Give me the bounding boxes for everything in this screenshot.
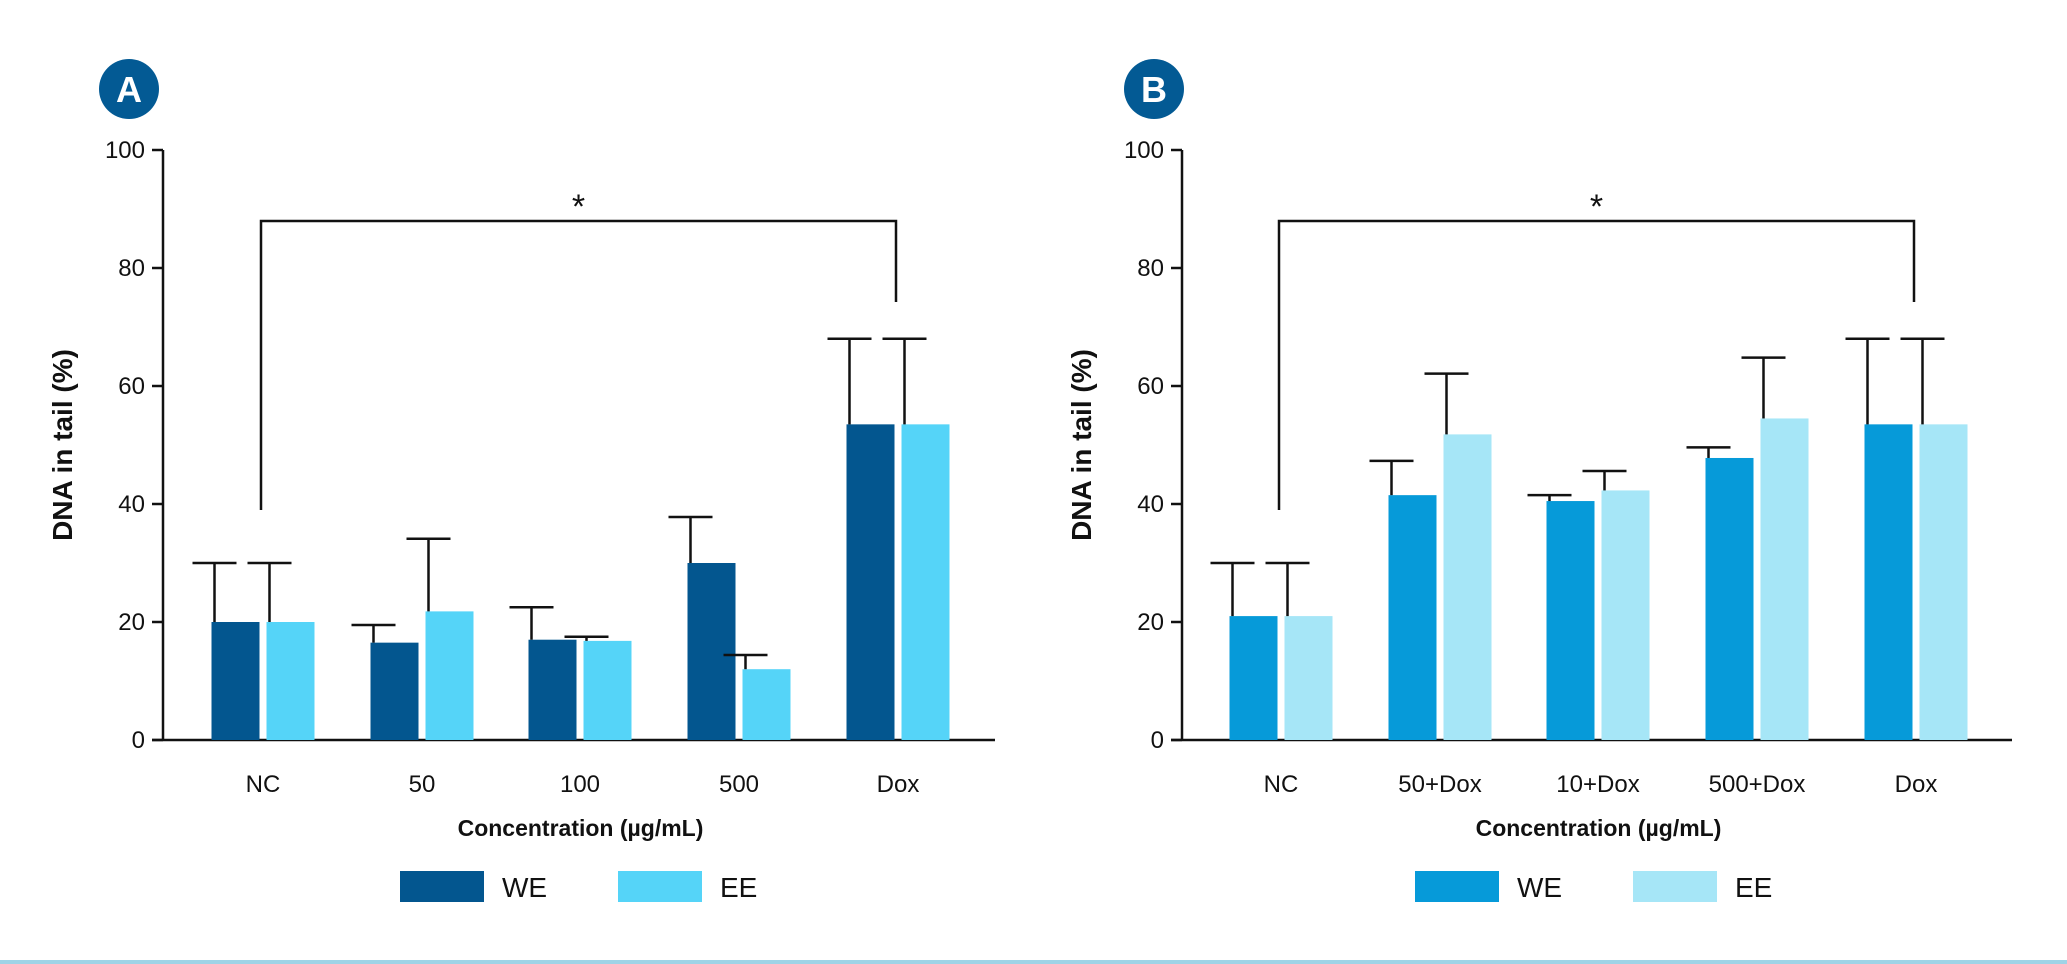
legend-swatch-we (1415, 871, 1499, 902)
x-tick-label: 100 (560, 771, 600, 798)
legend-swatch-ee (618, 871, 702, 902)
x-tick-label: 500 (719, 771, 759, 798)
bar-ee (1760, 418, 1809, 740)
legend-label-we: WE (502, 872, 547, 903)
bar-ee (1443, 434, 1492, 740)
bar-we (528, 639, 577, 740)
x-tick-label: Dox (1895, 771, 1938, 798)
x-axis-title: Concentration (µg/mL) (1476, 815, 1722, 841)
significance-marker: * (572, 188, 585, 226)
bar-ee (425, 611, 474, 740)
x-tick-label: Dox (877, 771, 920, 798)
bar-we (1388, 495, 1437, 740)
y-tick-label: 20 (1137, 609, 1164, 636)
bar-ee (1919, 424, 1968, 740)
y-tick-label: 100 (1124, 137, 1164, 164)
panel-badge (99, 59, 159, 119)
bar-ee (1284, 616, 1333, 740)
bar-ee (1601, 490, 1650, 740)
bottom-divider (0, 960, 2067, 964)
y-tick-label: 20 (118, 609, 145, 636)
y-tick-label: 60 (1137, 373, 1164, 400)
bar-we (1705, 457, 1754, 740)
bar-ee (901, 424, 950, 740)
y-tick-label: 40 (1137, 491, 1164, 518)
y-axis-title: DNA in tail (%) (1066, 349, 1097, 541)
x-tick-label: 50+Dox (1398, 771, 1481, 798)
significance-bracket (259, 219, 898, 510)
bar-ee (742, 669, 791, 740)
legend-label-ee: EE (1735, 872, 1772, 903)
y-axis-title: DNA in tail (%) (47, 349, 78, 541)
y-tick-label: 80 (118, 255, 145, 282)
x-tick-label: 500+Dox (1709, 771, 1806, 798)
bar-ee (266, 622, 315, 740)
legend-label-ee: EE (720, 872, 757, 903)
bar-we (370, 642, 419, 740)
y-tick-label: 80 (1137, 255, 1164, 282)
bar-we (1864, 424, 1913, 740)
bar-ee (583, 640, 632, 740)
panel-label: A (116, 69, 142, 110)
legend-swatch-we (400, 871, 484, 902)
x-axis-title: Concentration (µg/mL) (458, 815, 704, 841)
y-tick-label: 0 (1151, 727, 1164, 754)
significance-marker: * (1590, 188, 1603, 226)
legend-label-we: WE (1517, 872, 1562, 903)
panel-badge (1124, 59, 1184, 119)
legend-swatch-ee (1633, 871, 1717, 902)
panel-label: B (1141, 69, 1167, 110)
y-tick-label: 100 (105, 137, 145, 164)
y-tick-label: 0 (132, 727, 145, 754)
x-tick-label: 10+Dox (1556, 771, 1639, 798)
y-tick-label: 60 (118, 373, 145, 400)
panel-b: B 0 20 40 60 80 100 DNA in tail (%) NC 50+Dox 10+D… (1066, 59, 2012, 903)
bar-we (1546, 501, 1595, 740)
panel-a: A 0 20 40 60 80 100 DNA in tail (%) NC 50 100 500 Do… (47, 59, 995, 903)
bar-we (211, 622, 260, 740)
significance-bracket (1277, 219, 1916, 510)
x-tick-label: NC (1264, 771, 1299, 798)
x-tick-label: 50 (409, 771, 436, 798)
y-tick-label: 40 (118, 491, 145, 518)
x-tick-label: NC (246, 771, 281, 798)
bar-we (1229, 616, 1278, 740)
bar-we (846, 424, 895, 740)
bar-we (687, 563, 736, 740)
